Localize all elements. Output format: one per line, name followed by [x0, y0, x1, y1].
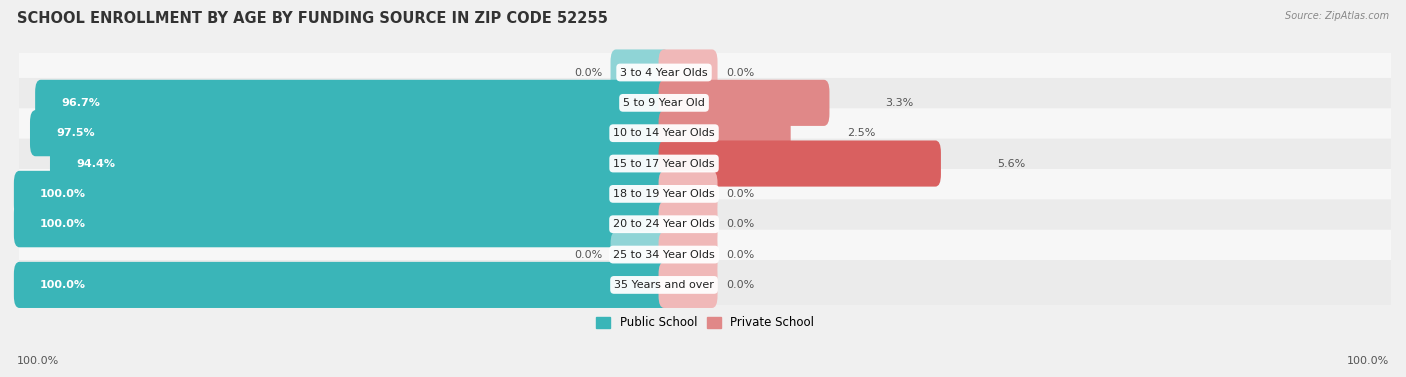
FancyBboxPatch shape — [14, 48, 1396, 97]
FancyBboxPatch shape — [658, 171, 717, 217]
FancyBboxPatch shape — [14, 78, 1396, 128]
Text: 97.5%: 97.5% — [56, 128, 94, 138]
FancyBboxPatch shape — [35, 80, 669, 126]
Text: 100.0%: 100.0% — [17, 356, 59, 366]
Text: 5 to 9 Year Old: 5 to 9 Year Old — [623, 98, 704, 108]
Text: 0.0%: 0.0% — [725, 219, 754, 229]
FancyBboxPatch shape — [14, 169, 1396, 219]
Text: 2.5%: 2.5% — [846, 128, 876, 138]
FancyBboxPatch shape — [14, 171, 669, 217]
FancyBboxPatch shape — [14, 260, 1396, 310]
FancyBboxPatch shape — [51, 141, 669, 187]
Legend: Public School, Private School: Public School, Private School — [592, 311, 818, 334]
Text: 0.0%: 0.0% — [725, 189, 754, 199]
FancyBboxPatch shape — [14, 139, 1396, 188]
Text: 0.0%: 0.0% — [725, 67, 754, 78]
Text: SCHOOL ENROLLMENT BY AGE BY FUNDING SOURCE IN ZIP CODE 52255: SCHOOL ENROLLMENT BY AGE BY FUNDING SOUR… — [17, 11, 607, 26]
FancyBboxPatch shape — [610, 49, 669, 95]
Text: 20 to 24 Year Olds: 20 to 24 Year Olds — [613, 219, 716, 229]
Text: 0.0%: 0.0% — [725, 280, 754, 290]
FancyBboxPatch shape — [658, 231, 717, 277]
FancyBboxPatch shape — [14, 201, 669, 247]
FancyBboxPatch shape — [14, 199, 1396, 249]
Text: 100.0%: 100.0% — [39, 280, 86, 290]
FancyBboxPatch shape — [30, 110, 669, 156]
Text: 15 to 17 Year Olds: 15 to 17 Year Olds — [613, 159, 714, 169]
FancyBboxPatch shape — [658, 80, 830, 126]
Text: 96.7%: 96.7% — [62, 98, 100, 108]
FancyBboxPatch shape — [14, 230, 1396, 279]
Text: 0.0%: 0.0% — [574, 250, 602, 260]
Text: 100.0%: 100.0% — [1347, 356, 1389, 366]
Text: 18 to 19 Year Olds: 18 to 19 Year Olds — [613, 189, 714, 199]
Text: 100.0%: 100.0% — [39, 189, 86, 199]
Text: 25 to 34 Year Olds: 25 to 34 Year Olds — [613, 250, 714, 260]
FancyBboxPatch shape — [658, 201, 717, 247]
FancyBboxPatch shape — [658, 110, 790, 156]
Text: 0.0%: 0.0% — [725, 250, 754, 260]
Text: 94.4%: 94.4% — [76, 159, 115, 169]
FancyBboxPatch shape — [658, 262, 717, 308]
FancyBboxPatch shape — [610, 231, 669, 277]
Text: 35 Years and over: 35 Years and over — [614, 280, 714, 290]
FancyBboxPatch shape — [658, 141, 941, 187]
FancyBboxPatch shape — [14, 262, 669, 308]
FancyBboxPatch shape — [14, 108, 1396, 158]
Text: 3.3%: 3.3% — [886, 98, 914, 108]
Text: 100.0%: 100.0% — [39, 219, 86, 229]
Text: 10 to 14 Year Olds: 10 to 14 Year Olds — [613, 128, 714, 138]
Text: 5.6%: 5.6% — [997, 159, 1025, 169]
Text: 0.0%: 0.0% — [574, 67, 602, 78]
Text: Source: ZipAtlas.com: Source: ZipAtlas.com — [1285, 11, 1389, 21]
FancyBboxPatch shape — [658, 49, 717, 95]
Text: 3 to 4 Year Olds: 3 to 4 Year Olds — [620, 67, 707, 78]
